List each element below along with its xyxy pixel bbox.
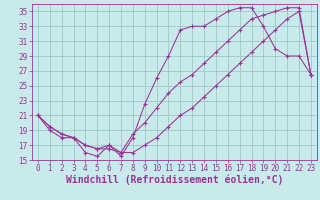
- X-axis label: Windchill (Refroidissement éolien,°C): Windchill (Refroidissement éolien,°C): [66, 175, 283, 185]
